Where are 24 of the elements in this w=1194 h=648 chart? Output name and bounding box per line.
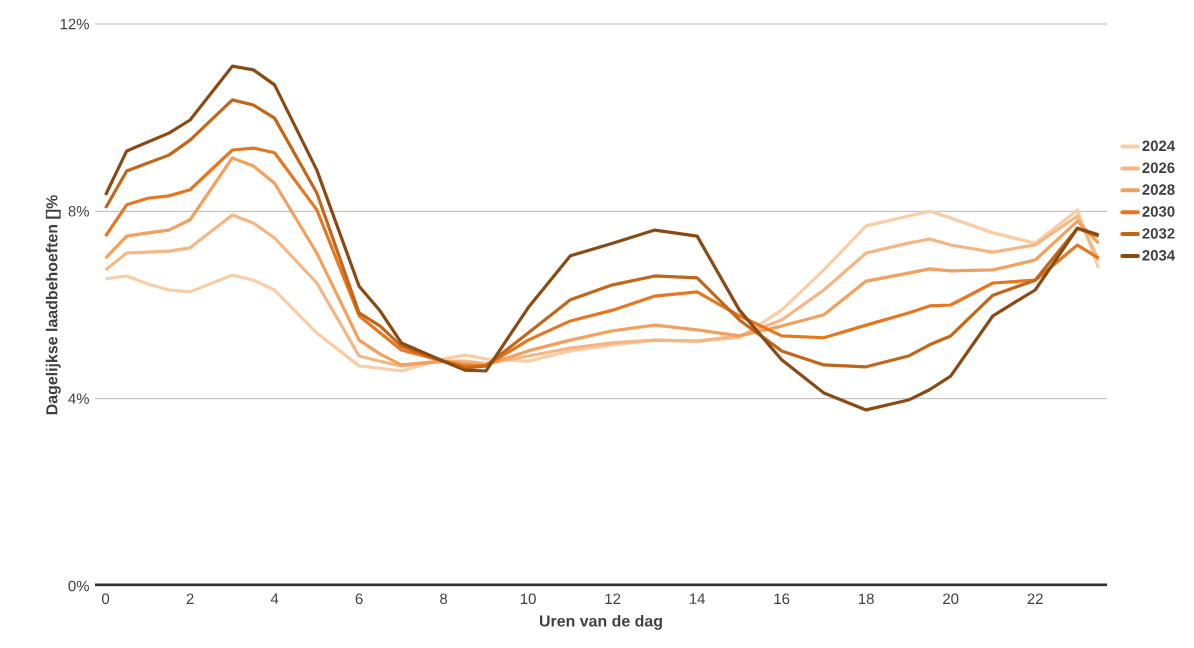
y-tick-label: 8% xyxy=(68,206,89,217)
x-tick-label: 12 xyxy=(605,593,621,604)
x-tick-label: 10 xyxy=(520,593,536,605)
x-tick-label: 14 xyxy=(689,593,706,604)
legend-label: 2024 xyxy=(1142,140,1176,152)
y-axis-title: Dagelijkse laadbehoeften []% xyxy=(45,195,61,415)
x-tick-label: 8 xyxy=(440,593,448,605)
y-tick-label: 4% xyxy=(68,393,89,404)
legend-label: 2034 xyxy=(1142,250,1176,261)
x-tick-label: 6 xyxy=(355,593,363,605)
x-tick-label: 20 xyxy=(943,593,959,605)
legend-label: 2030 xyxy=(1142,206,1175,217)
y-tick-label: 12% xyxy=(60,18,89,30)
x-tick-label: 22 xyxy=(1027,593,1043,604)
legend-label: 2032 xyxy=(1142,228,1175,239)
x-tick-label: 16 xyxy=(774,593,790,605)
x-tick-label: 18 xyxy=(858,593,874,605)
x-tick-label: 4 xyxy=(270,593,279,604)
y-tick-label: 0% xyxy=(68,580,89,592)
x-tick-label: 2 xyxy=(186,593,194,604)
x-tick-label: 0 xyxy=(101,593,110,605)
x-axis-title: Uren van de dag xyxy=(539,614,662,630)
legend-label: 2028 xyxy=(1142,184,1175,195)
legend-label: 2026 xyxy=(1142,162,1175,174)
